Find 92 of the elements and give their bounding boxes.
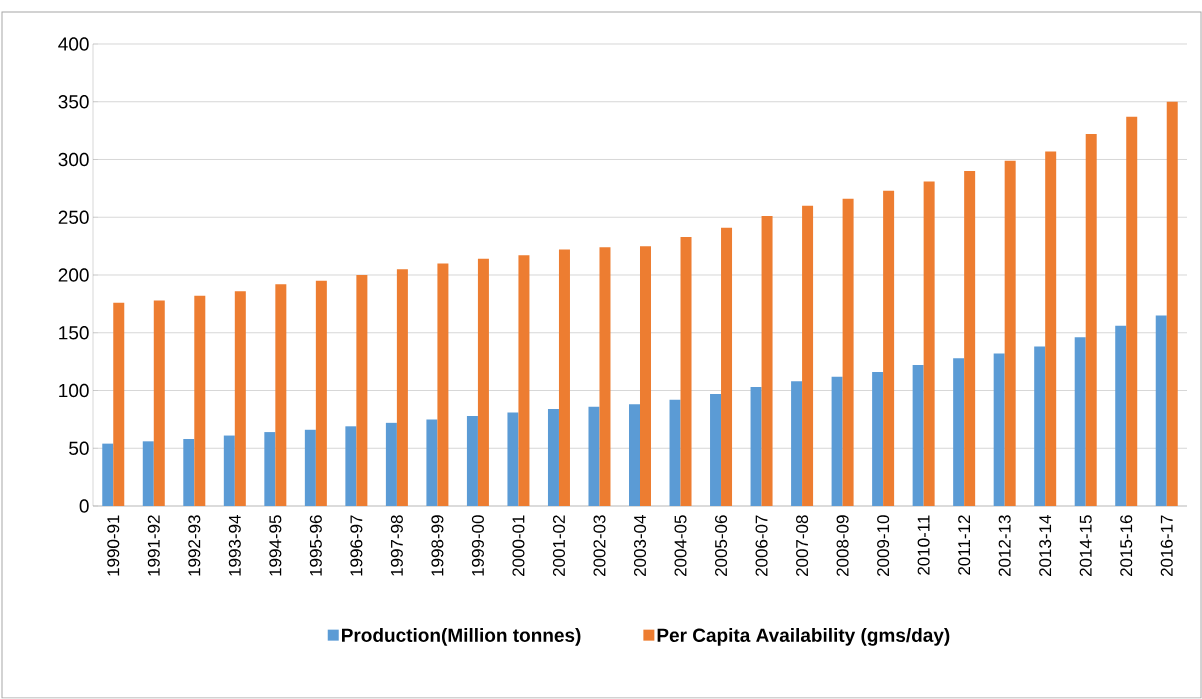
bar bbox=[791, 381, 803, 506]
y-tick-label: 150 bbox=[59, 326, 89, 340]
bar bbox=[547, 408, 559, 506]
x-tick-label: 1994-95 bbox=[269, 515, 282, 576]
bar bbox=[953, 358, 965, 506]
bar bbox=[588, 406, 600, 506]
x-tick-label: 2006-07 bbox=[755, 515, 768, 577]
bar bbox=[142, 441, 154, 506]
x-tick-label: 1995-96 bbox=[309, 515, 322, 576]
bar bbox=[1085, 134, 1097, 506]
x-tick-label: 2003-04 bbox=[633, 515, 647, 577]
bar bbox=[831, 376, 843, 506]
y-tick-label: 350 bbox=[58, 95, 89, 109]
y-tick-label: 400 bbox=[58, 37, 89, 51]
legend-label: Per Capita Availability (gms/day) bbox=[657, 628, 950, 646]
bar bbox=[153, 300, 165, 506]
x-tick-label: 2008-09 bbox=[836, 515, 849, 577]
y-tick-label: 0 bbox=[79, 499, 89, 513]
bar bbox=[1045, 151, 1057, 506]
bar bbox=[710, 393, 722, 506]
bar bbox=[315, 280, 327, 506]
bar bbox=[721, 227, 733, 506]
x-tick-label: 2000-01 bbox=[512, 515, 525, 577]
bar bbox=[599, 247, 611, 506]
bar bbox=[872, 372, 884, 506]
x-tick-label: 2007-08 bbox=[796, 515, 809, 577]
bar bbox=[558, 249, 570, 506]
x-tick-label: 1991-92 bbox=[147, 515, 160, 576]
bar bbox=[1034, 346, 1046, 506]
bar bbox=[993, 353, 1005, 506]
bar bbox=[750, 387, 762, 506]
bar bbox=[669, 399, 681, 506]
bar bbox=[477, 258, 489, 506]
bar bbox=[102, 443, 114, 506]
bar bbox=[1004, 160, 1016, 506]
bar bbox=[183, 439, 195, 506]
x-tick-label: 2010-11 bbox=[917, 515, 930, 575]
y-tick-label: 250 bbox=[58, 210, 89, 224]
bar bbox=[275, 284, 287, 506]
bar bbox=[1166, 101, 1178, 506]
bar bbox=[466, 415, 478, 506]
x-tick-label: 1996-97 bbox=[350, 515, 363, 576]
bar bbox=[194, 295, 206, 506]
x-tick-label: 2015-16 bbox=[1120, 515, 1133, 577]
x-tick-label: 1997-98 bbox=[390, 515, 403, 576]
bar bbox=[234, 291, 246, 506]
bar bbox=[1074, 337, 1086, 506]
bar bbox=[507, 412, 519, 506]
y-tick-label: 50 bbox=[69, 441, 89, 455]
bar bbox=[437, 263, 449, 506]
x-tick-label: 2009-10 bbox=[877, 515, 890, 577]
bar bbox=[842, 198, 854, 506]
bar bbox=[761, 216, 773, 506]
bar bbox=[356, 275, 368, 506]
x-tick-label: 2002-03 bbox=[593, 515, 606, 577]
y-tick-label: 300 bbox=[58, 152, 89, 167]
bar bbox=[1126, 116, 1138, 506]
x-tick-label: 1999-00 bbox=[471, 515, 484, 576]
x-tick-label: 2016-17 bbox=[1160, 515, 1173, 577]
bar bbox=[680, 236, 692, 506]
bar bbox=[304, 429, 316, 506]
bar bbox=[964, 171, 976, 506]
x-tick-label: 2011-12 bbox=[958, 515, 971, 575]
bar bbox=[923, 181, 935, 506]
bar bbox=[223, 435, 235, 506]
x-tick-label: 1998-99 bbox=[431, 515, 444, 576]
x-tick-label: 2005-06 bbox=[715, 515, 728, 577]
y-tick-label: 200 bbox=[58, 268, 89, 282]
bar bbox=[264, 432, 276, 506]
bar bbox=[640, 246, 651, 506]
bar bbox=[385, 422, 397, 506]
bar bbox=[912, 365, 924, 506]
bar bbox=[345, 426, 357, 506]
y-tick-label: 100 bbox=[59, 383, 89, 398]
bar bbox=[802, 205, 814, 506]
bar bbox=[629, 404, 640, 506]
bar bbox=[396, 269, 408, 506]
x-tick-label: 2013-14 bbox=[1039, 515, 1052, 577]
x-tick-label: 2012-13 bbox=[998, 515, 1011, 577]
x-tick-label: 1990-91 bbox=[107, 515, 120, 576]
x-tick-label: 1992-93 bbox=[188, 515, 201, 576]
bar bbox=[426, 419, 438, 506]
bar bbox=[1115, 325, 1127, 506]
x-tick-label: 1993-94 bbox=[228, 515, 241, 576]
x-tick-label: 2004-05 bbox=[674, 515, 687, 577]
bar bbox=[113, 302, 125, 506]
legend-label: Production(Million tonnes) bbox=[342, 628, 581, 646]
bar bbox=[1155, 315, 1167, 506]
x-tick-label: 2001-02 bbox=[552, 515, 565, 577]
bar bbox=[883, 190, 895, 506]
bar bbox=[518, 255, 530, 506]
x-tick-label: 2014-15 bbox=[1079, 515, 1092, 577]
